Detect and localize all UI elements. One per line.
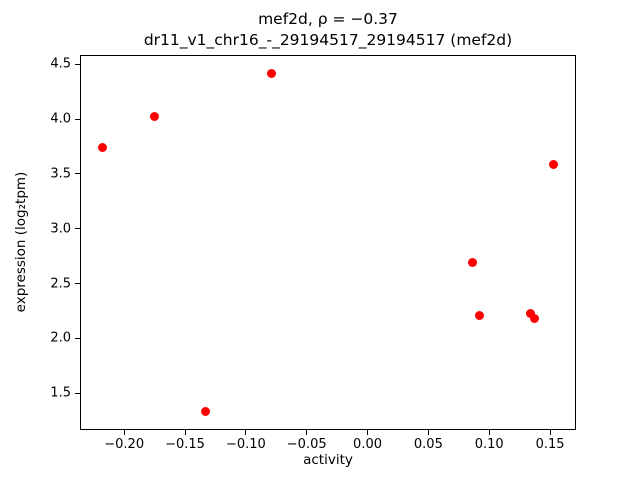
- y-tick-label: 3.0: [50, 221, 71, 237]
- y-tick-mark: [75, 228, 80, 230]
- x-tick-mark: [184, 430, 186, 435]
- y-tick-label: 4.0: [50, 111, 71, 127]
- x-tick-label: −0.20: [104, 437, 145, 452]
- y-tick-label: 2.5: [50, 276, 71, 292]
- x-tick-mark: [123, 430, 125, 435]
- x-axis-label: activity: [303, 452, 353, 468]
- y-tick-label: 2.0: [50, 330, 71, 346]
- x-tick-label: 0.15: [535, 437, 565, 452]
- scatter-point: [529, 314, 539, 324]
- y-tick-mark: [75, 283, 80, 285]
- y-tick-mark: [75, 337, 80, 339]
- y-tick-label: 4.5: [50, 56, 71, 72]
- x-tick-mark: [427, 430, 429, 435]
- y-tick-mark: [75, 118, 80, 120]
- scatter-point: [97, 143, 107, 153]
- x-tick-mark: [488, 430, 490, 435]
- chart-title: mef2d, ρ = −0.37: [258, 10, 398, 28]
- scatter-point: [549, 159, 559, 169]
- scatter-point: [150, 112, 160, 122]
- y-tick-label: 1.5: [50, 385, 71, 401]
- scatter-point: [467, 258, 477, 268]
- x-tick-label: −0.05: [286, 437, 327, 452]
- scatter-point: [266, 68, 276, 78]
- x-tick-label: 0.00: [353, 437, 383, 452]
- y-axis-label: expression (log₂tpm): [13, 171, 29, 313]
- scatter-point: [526, 308, 536, 318]
- x-tick-label: 0.05: [413, 437, 443, 452]
- x-tick-mark: [245, 430, 247, 435]
- y-tick-mark: [75, 173, 80, 175]
- scatter-point: [201, 407, 211, 417]
- x-tick-mark: [367, 430, 369, 435]
- y-tick-label: 3.5: [50, 166, 71, 182]
- y-tick-mark: [75, 63, 80, 65]
- plot-area: −0.20 −0.15 −0.10 −0.05 0.00 0.05 0.10 0.15 1.5 2…: [50, 55, 576, 452]
- x-tick-label: −0.10: [225, 437, 266, 452]
- x-tick-label: 0.10: [474, 437, 504, 452]
- x-tick-label: −0.15: [165, 437, 205, 452]
- y-tick-mark: [75, 392, 80, 394]
- x-tick-mark: [549, 430, 551, 435]
- chart-subtitle: dr11_v1_chr16_-_29194517_29194517 (mef2d…: [143, 31, 513, 49]
- scatter-point: [474, 310, 484, 320]
- x-tick-mark: [306, 430, 308, 435]
